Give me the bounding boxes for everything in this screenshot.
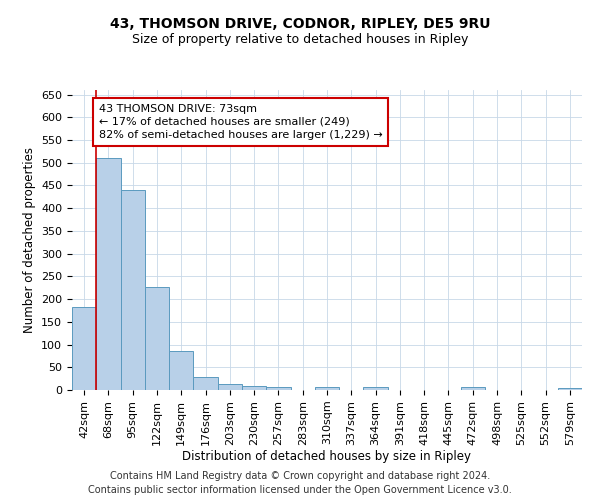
Bar: [242, 386, 266, 390]
Text: 43 THOMSON DRIVE: 73sqm
← 17% of detached houses are smaller (249)
82% of semi-d: 43 THOMSON DRIVE: 73sqm ← 17% of detache…: [99, 104, 382, 140]
Bar: [193, 378, 218, 390]
Bar: [72, 308, 96, 390]
Bar: [218, 384, 242, 390]
Bar: [364, 387, 388, 390]
Bar: [315, 388, 339, 390]
Bar: [96, 158, 121, 390]
Bar: [266, 388, 290, 390]
Bar: [558, 388, 582, 390]
X-axis label: Distribution of detached houses by size in Ripley: Distribution of detached houses by size …: [182, 450, 472, 464]
Bar: [169, 352, 193, 390]
Y-axis label: Number of detached properties: Number of detached properties: [23, 147, 35, 333]
Text: 43, THOMSON DRIVE, CODNOR, RIPLEY, DE5 9RU: 43, THOMSON DRIVE, CODNOR, RIPLEY, DE5 9…: [110, 18, 490, 32]
Text: Contains HM Land Registry data © Crown copyright and database right 2024.
Contai: Contains HM Land Registry data © Crown c…: [88, 471, 512, 495]
Bar: [461, 388, 485, 390]
Text: Size of property relative to detached houses in Ripley: Size of property relative to detached ho…: [132, 32, 468, 46]
Bar: [145, 288, 169, 390]
Bar: [121, 190, 145, 390]
